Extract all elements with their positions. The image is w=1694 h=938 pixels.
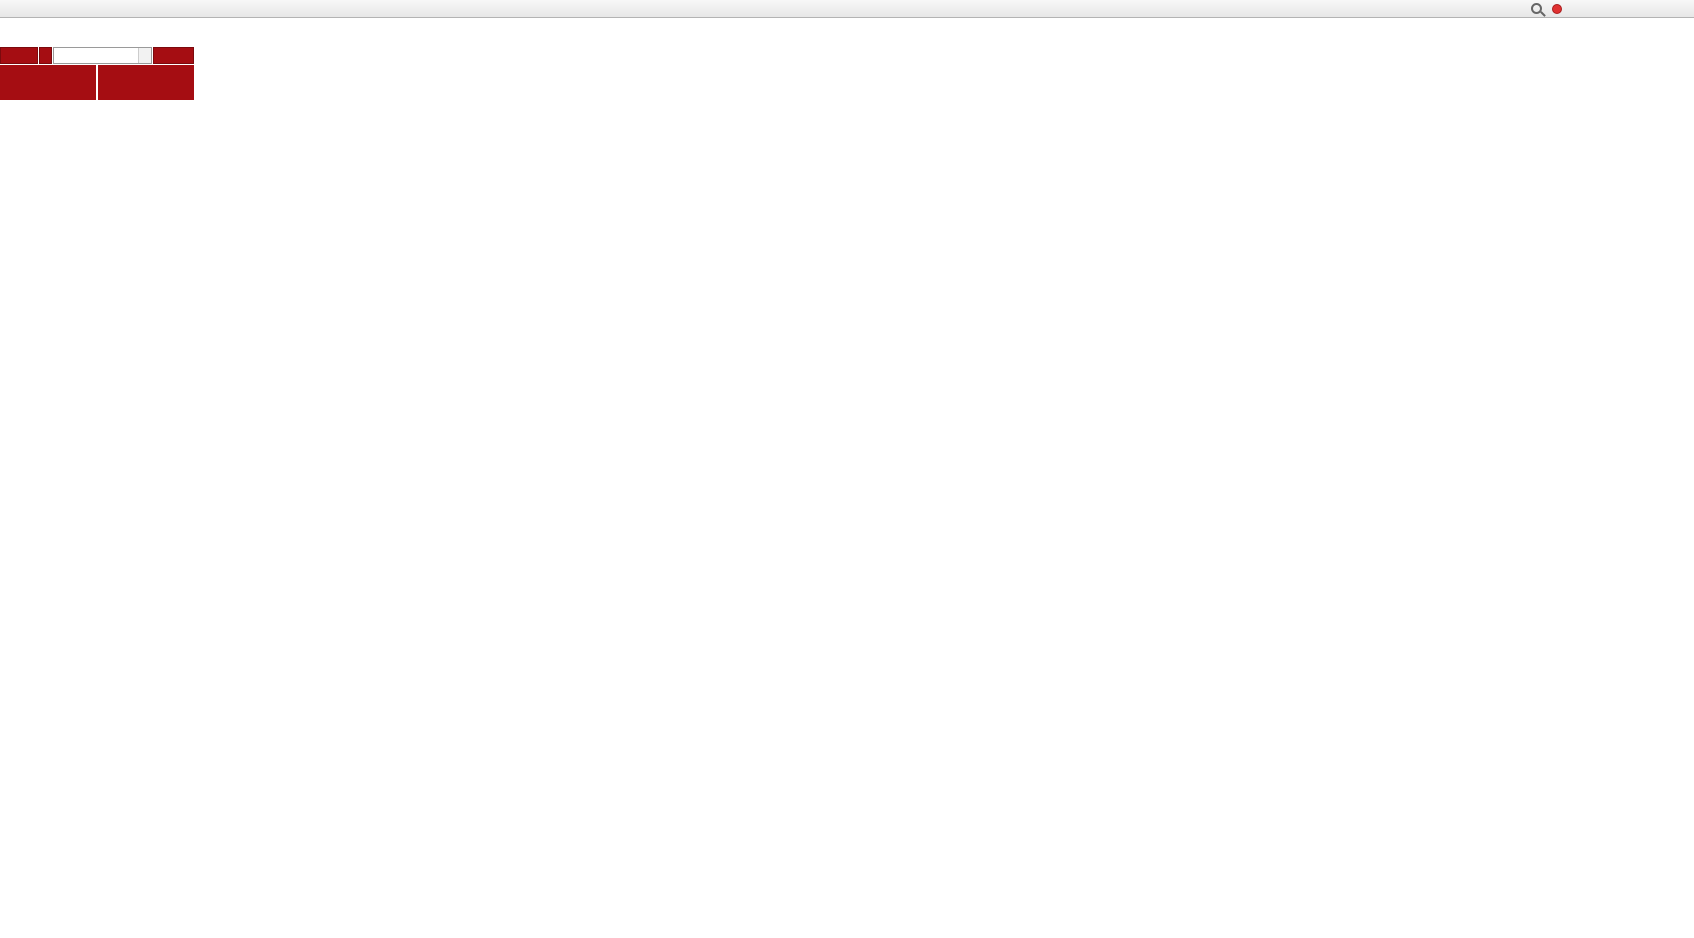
- buy-button[interactable]: [153, 47, 194, 64]
- volume-input[interactable]: [54, 48, 138, 63]
- rsi-indicator-label: [0, 700, 2, 710]
- notification-badge[interactable]: [1552, 3, 1562, 14]
- top-toolbar: [0, 0, 1694, 18]
- buy-price-display[interactable]: [98, 65, 194, 100]
- volume-box: [53, 47, 152, 64]
- spin-down-icon[interactable]: [139, 56, 151, 64]
- search-icon[interactable]: [1531, 3, 1542, 14]
- one-click-trading-panel: [0, 47, 194, 100]
- sell-price-display[interactable]: [0, 65, 96, 100]
- volume-spinner[interactable]: [138, 48, 151, 63]
- sell-button[interactable]: [0, 47, 38, 64]
- macd-indicator-label: [0, 536, 5, 546]
- sell-dropdown-arrow-icon[interactable]: [39, 47, 52, 64]
- toolbar-right-group: [1531, 3, 1562, 14]
- spin-up-icon[interactable]: [139, 48, 151, 56]
